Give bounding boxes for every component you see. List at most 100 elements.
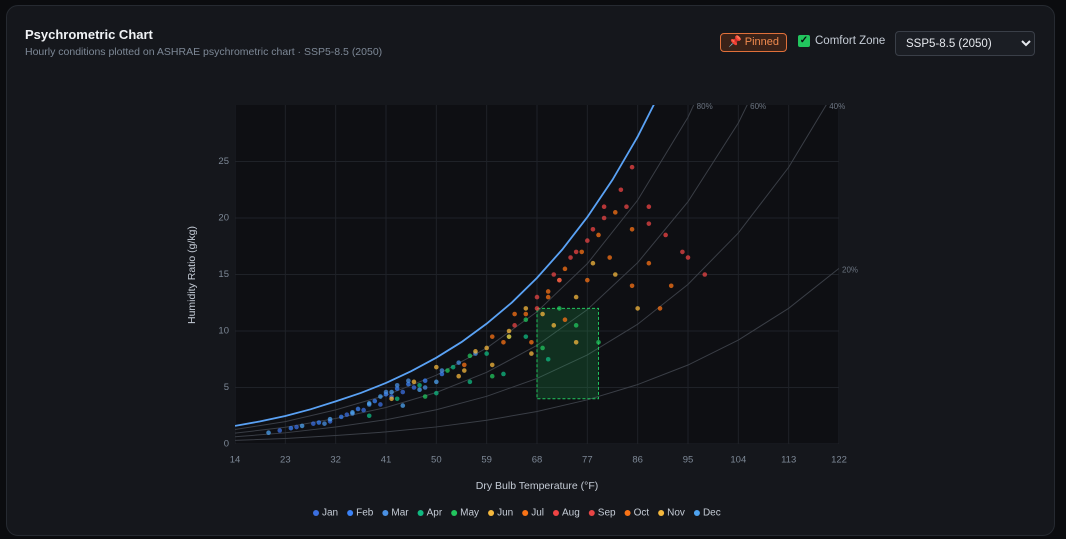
rh-label: 60% xyxy=(750,102,766,111)
data-point xyxy=(445,368,450,373)
data-point xyxy=(663,232,668,238)
data-point xyxy=(344,412,350,417)
data-point xyxy=(534,306,540,311)
data-point xyxy=(439,371,445,377)
data-point xyxy=(456,360,462,365)
legend-swatch xyxy=(552,510,559,516)
data-point xyxy=(590,227,596,232)
x-tick-label: 41 xyxy=(381,455,392,466)
data-point xyxy=(579,249,585,255)
data-point xyxy=(394,382,400,388)
comfort-zone xyxy=(536,307,600,400)
data-point xyxy=(355,406,361,412)
data-point xyxy=(534,294,540,300)
data-point xyxy=(489,373,495,379)
x-tick-label: 122 xyxy=(831,455,847,466)
rh-curve xyxy=(235,105,827,438)
y-tick-label: 0 xyxy=(224,439,229,450)
x-tick-label: 104 xyxy=(730,455,746,466)
data-point xyxy=(484,351,489,356)
rh-curve xyxy=(235,105,748,434)
y-tick-label: 5 xyxy=(224,382,229,393)
data-point xyxy=(461,368,467,373)
data-point xyxy=(573,249,579,255)
x-tick-label: 95 xyxy=(683,455,694,466)
data-point xyxy=(394,396,400,402)
data-point xyxy=(316,420,322,425)
data-point xyxy=(506,334,512,339)
data-point xyxy=(562,317,568,323)
data-point xyxy=(529,340,534,345)
legend-swatch xyxy=(522,510,529,516)
rh-label: 80% xyxy=(697,102,713,111)
data-point xyxy=(590,260,596,266)
comfort-zone-toggle[interactable]: ✓ Comfort Zone xyxy=(798,35,885,47)
data-point xyxy=(557,306,562,311)
data-point xyxy=(489,334,495,339)
legend-label: Mar xyxy=(391,508,409,519)
data-point xyxy=(411,385,417,390)
legend-swatch xyxy=(382,510,389,516)
x-tick-label: 50 xyxy=(431,455,442,466)
data-point xyxy=(618,187,624,193)
data-point xyxy=(540,311,545,317)
data-point xyxy=(573,340,579,345)
data-point xyxy=(394,386,400,391)
comfort-zone-label: Comfort Zone xyxy=(815,35,886,47)
y-tick-label: 25 xyxy=(218,156,229,167)
scenario-select[interactable]: SSP5-8.5 (2050) xyxy=(895,31,1035,56)
data-point xyxy=(439,368,445,373)
data-point xyxy=(467,353,473,359)
data-point xyxy=(422,394,428,399)
data-point xyxy=(489,362,495,368)
legend-label: Nov xyxy=(667,508,685,519)
data-point xyxy=(417,382,422,388)
data-point xyxy=(378,394,383,399)
x-tick-label: 113 xyxy=(781,455,796,466)
data-point xyxy=(378,402,383,407)
x-tick-label: 68 xyxy=(532,455,543,466)
legend-swatch xyxy=(347,510,354,516)
data-point xyxy=(585,238,590,243)
data-point xyxy=(501,340,506,345)
data-point xyxy=(573,294,579,300)
data-point xyxy=(635,306,640,311)
data-point xyxy=(456,373,462,379)
legend-swatch xyxy=(488,510,495,516)
data-point xyxy=(629,164,635,170)
data-point xyxy=(422,378,428,384)
data-point xyxy=(266,430,271,436)
data-point xyxy=(629,227,635,232)
data-point xyxy=(450,364,456,370)
checkbox[interactable]: ✓ xyxy=(798,35,810,47)
legend-swatch xyxy=(693,510,700,516)
data-point xyxy=(327,416,333,422)
data-point xyxy=(657,306,663,311)
legend-label: May xyxy=(460,508,479,519)
data-point xyxy=(434,379,439,385)
data-point xyxy=(366,413,372,419)
data-point xyxy=(545,356,551,362)
data-point xyxy=(400,403,406,408)
data-point xyxy=(523,317,529,323)
pinned-button[interactable]: 📌 Pinned xyxy=(720,33,788,52)
rh-label: 40% xyxy=(829,102,845,111)
x-tick-label: 77 xyxy=(582,455,593,466)
data-point xyxy=(422,385,428,390)
data-point xyxy=(383,389,389,395)
data-point xyxy=(612,210,618,215)
data-point xyxy=(629,283,635,289)
data-point xyxy=(350,410,355,415)
data-point xyxy=(551,272,557,277)
data-point xyxy=(540,345,545,351)
data-point xyxy=(299,423,305,429)
data-point xyxy=(434,364,439,370)
data-point xyxy=(294,424,299,430)
legend-label: Apr xyxy=(427,508,443,519)
card-title: Psychrometric Chart xyxy=(25,27,153,42)
data-point xyxy=(607,255,613,260)
data-point xyxy=(310,421,316,426)
x-tick-label: 59 xyxy=(481,455,492,466)
